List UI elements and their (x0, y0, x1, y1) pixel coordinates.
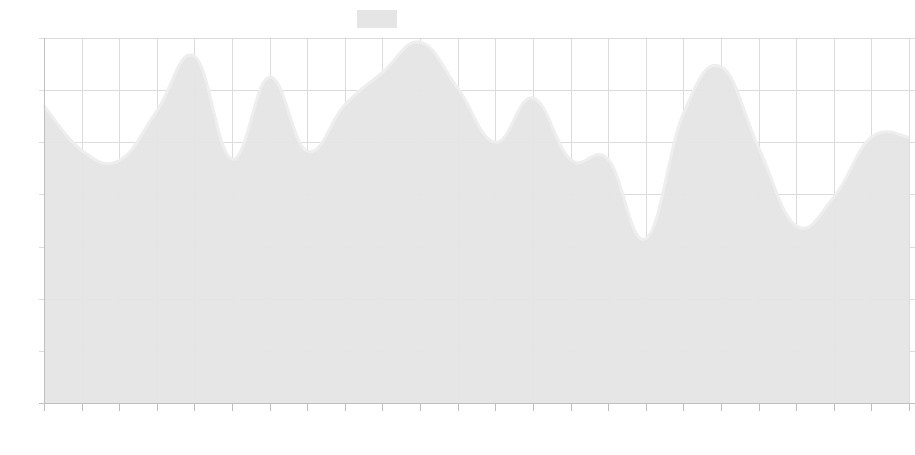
data-point-3[interactable] (156, 110, 158, 112)
data-point-8[interactable] (344, 104, 346, 106)
data-point-2[interactable] (118, 160, 120, 162)
data-point-20[interactable] (795, 225, 797, 227)
data-point-11[interactable] (457, 87, 459, 89)
data-point-23[interactable] (908, 136, 910, 138)
data-point-15[interactable] (607, 158, 609, 160)
legend-swatch[interactable] (357, 10, 397, 28)
series-area (44, 41, 909, 403)
data-point-12[interactable] (494, 141, 496, 143)
area-layer (42, 40, 910, 403)
data-point-17[interactable] (682, 113, 684, 115)
data-point-22[interactable] (870, 136, 872, 138)
data-point-21[interactable] (833, 196, 835, 198)
data-point-6[interactable] (269, 76, 271, 78)
data-point-14[interactable] (570, 158, 572, 160)
data-point-4[interactable] (193, 55, 195, 57)
legend (357, 10, 397, 28)
data-point-7[interactable] (306, 150, 308, 152)
data-point-1[interactable] (81, 149, 83, 151)
data-point-19[interactable] (758, 147, 760, 148)
data-point-9[interactable] (381, 71, 383, 73)
axes (39, 38, 915, 411)
data-point-5[interactable] (231, 158, 233, 160)
data-point-13[interactable] (532, 97, 534, 99)
data-point-10[interactable] (419, 41, 421, 43)
data-point-16[interactable] (645, 238, 647, 240)
data-point-18[interactable] (720, 66, 722, 68)
